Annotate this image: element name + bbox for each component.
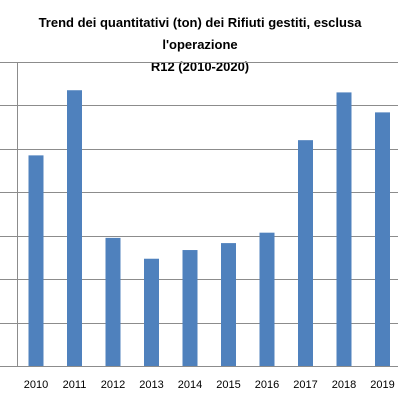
bar (375, 112, 390, 367)
x-tick-label: 2019 (370, 379, 394, 391)
bar (298, 140, 313, 366)
bar (259, 232, 275, 366)
x-tick-label: 2015 (216, 379, 240, 391)
x-tick-label: 2017 (293, 379, 317, 391)
bar (336, 92, 352, 367)
bar (28, 155, 44, 366)
x-tick-label: 2012 (101, 379, 125, 391)
x-tick-label: 2018 (332, 379, 356, 391)
bar (182, 250, 198, 366)
x-tick-label: 2013 (139, 379, 163, 391)
x-tick-label: 2014 (178, 379, 202, 391)
bar (221, 243, 236, 366)
x-tick-label: 2010 (24, 379, 48, 391)
bar (144, 258, 159, 366)
chart-title-line-1: Trend dei quantitativi (ton) dei Rifiuti… (38, 15, 362, 52)
x-tick-label: 2011 (63, 379, 87, 391)
x-tick-label: 2016 (255, 379, 279, 391)
bar (105, 237, 121, 366)
bar (67, 90, 82, 366)
